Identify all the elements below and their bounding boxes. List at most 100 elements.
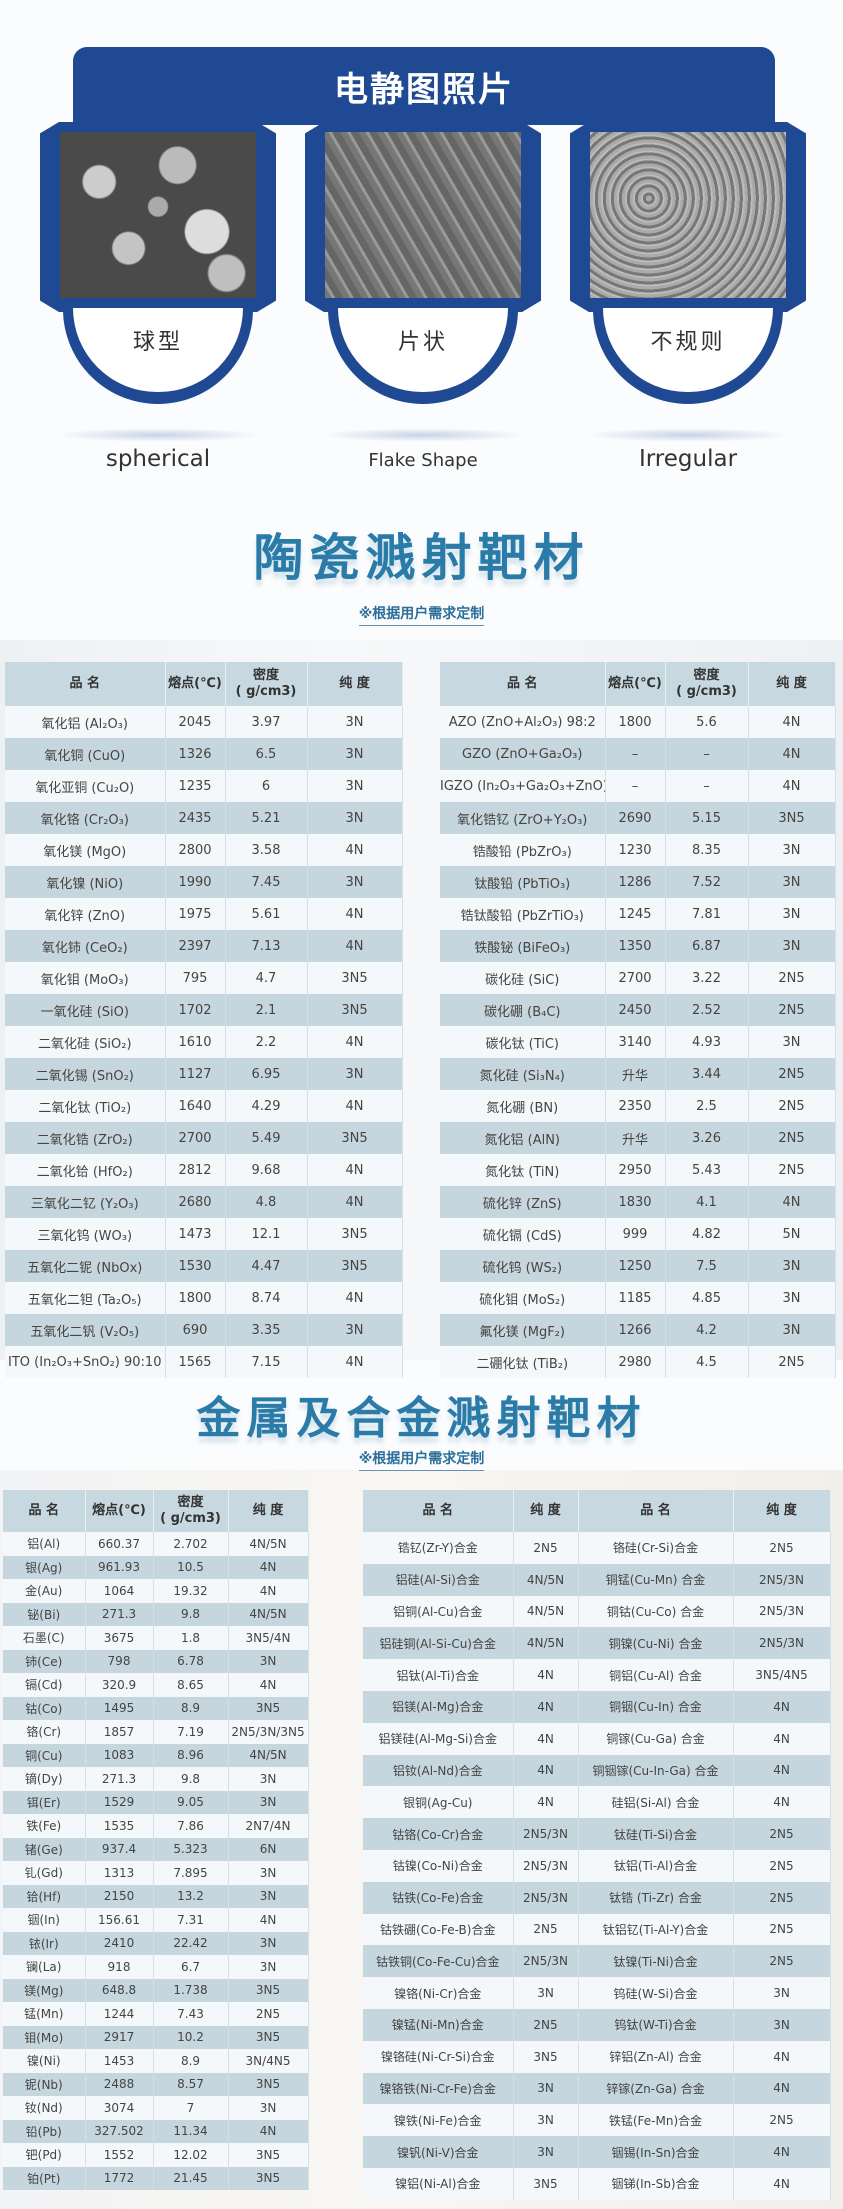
table-cell: 钴(Co) bbox=[3, 1696, 86, 1720]
table-cell: 3N5 bbox=[228, 2143, 309, 2167]
table-cell: 铟(In) bbox=[3, 1908, 86, 1932]
table-cell: 4N/5N bbox=[228, 1602, 309, 1626]
table-cell: 1640 bbox=[165, 1090, 226, 1122]
table-row: 二氧化铪 (HfO₂) 2812 9.68 4N bbox=[5, 1154, 403, 1186]
table-cell: 五氧化二铌 (NbOx) bbox=[5, 1250, 166, 1282]
table-row: 铱(Ir) 2410 22.42 3N bbox=[3, 1931, 309, 1955]
table-row: 氮化铝 (AlN) 升华 3.26 2N5 bbox=[440, 1122, 836, 1154]
table-cell: 5.43 bbox=[665, 1154, 749, 1186]
table-cell: 5.15 bbox=[665, 802, 749, 834]
table-cell: 2.702 bbox=[153, 1532, 229, 1556]
table-cell: 1702 bbox=[165, 994, 226, 1026]
table-cell: 4N bbox=[307, 1186, 403, 1218]
table-row: 镉(Cd) 320.9 8.65 4N bbox=[3, 1673, 309, 1697]
table-row: 镍铬(Ni-Cr)合金 3N 钨硅(W-Si)合金 3N bbox=[363, 1977, 831, 2009]
table-cell: 2.52 bbox=[665, 994, 749, 1026]
column-header: 纯 度 bbox=[307, 662, 403, 706]
table-cell: 二氧化硅 (SiO₂) bbox=[5, 1026, 166, 1058]
table-row: 五氧化二钒 (V₂O₅) 690 3.35 3N bbox=[5, 1314, 403, 1346]
table-cell: 4N/5N bbox=[513, 1627, 579, 1660]
table-row: 氮化硼 (BN) 2350 2.5 2N5 bbox=[440, 1090, 836, 1122]
table-cell: 3140 bbox=[605, 1026, 666, 1058]
table-cell: 4.7 bbox=[225, 962, 308, 994]
table-row: 铝铜(Al-Cu)合金 4N/5N 铜钴(Cu-Co) 合金 2N5/3N bbox=[363, 1595, 831, 1628]
table-cell: 氮化钛 (TiN) bbox=[440, 1154, 606, 1186]
table-cell: 2N5 bbox=[748, 1122, 836, 1154]
table-row: 铅(Pb) 327.502 11.34 4N bbox=[3, 2119, 309, 2143]
table-row: 镝(Dy) 271.3 9.8 3N bbox=[3, 1767, 309, 1791]
table-cell: 3N bbox=[228, 1955, 309, 1979]
table-cell: 11.34 bbox=[153, 2119, 229, 2143]
table-cell: 9.8 bbox=[153, 1767, 229, 1791]
table-cell: 2N5 bbox=[733, 1945, 831, 1978]
table-cell: 3N5 bbox=[307, 1250, 403, 1282]
table-row: 铝硅铜(Al-Si-Cu)合金 4N/5N 铜镍(Cu-Ni) 合金 2N5/3N bbox=[363, 1627, 831, 1660]
table-cell: GZO (ZnO+Ga₂O₃) bbox=[440, 738, 606, 770]
table-cell: 五氧化二钒 (V₂O₅) bbox=[5, 1314, 166, 1346]
table-row: 钆(Gd) 1313 7.895 3N bbox=[3, 1861, 309, 1885]
table-cell: 锌铝(Zn-Al) 合金 bbox=[578, 2040, 734, 2073]
table-row: 银(Ag) 961.93 10.5 4N bbox=[3, 1555, 309, 1579]
table-cell: 2.1 bbox=[225, 994, 308, 1026]
table-cell: 3.58 bbox=[225, 834, 308, 866]
table-cell: 21.45 bbox=[153, 2166, 229, 2190]
table-row: 氟化镁 (MgF₂) 1266 4.2 3N bbox=[440, 1314, 836, 1346]
table-cell: 7.81 bbox=[665, 898, 749, 930]
table-cell: 镝(Dy) bbox=[3, 1767, 86, 1791]
table-cell: 铋(Bi) bbox=[3, 1602, 86, 1626]
table-cell: 2800 bbox=[165, 834, 226, 866]
table-cell: 4N bbox=[733, 1786, 831, 1819]
table-cell: 2N5/3N bbox=[513, 1881, 579, 1914]
table-cell: 7.52 bbox=[665, 866, 749, 898]
table-cell: 铬(Cr) bbox=[3, 1720, 86, 1744]
table-cell: 铜镍(Cu-Ni) 合金 bbox=[578, 1627, 734, 1660]
table-row: 钴镍(Co-Ni)合金 2N5/3N 钛铝(Ti-Al)合金 2N5 bbox=[363, 1849, 831, 1882]
column-header: 品 名 bbox=[5, 662, 166, 706]
table-row: 镍铬铁(Ni-Cr-Fe)合金 3N 锌镓(Zn-Ga) 合金 4N bbox=[363, 2072, 831, 2105]
card-label-cn: 球型 bbox=[132, 330, 183, 355]
table-cell: 铁锰(Fe-Mn)合金 bbox=[578, 2104, 734, 2137]
table-cell: 硫化镉 (CdS) bbox=[440, 1218, 606, 1250]
table-cell: 918 bbox=[85, 1955, 154, 1979]
ceramic-subtitle: ※根据用户需求定制 bbox=[0, 603, 843, 626]
table-cell: 钴镍(Co-Ni)合金 bbox=[363, 1849, 514, 1882]
table-cell: 2N5 bbox=[748, 994, 836, 1026]
table-cell: 2N5 bbox=[748, 1090, 836, 1122]
column-header: 密度 ( g/cm3) bbox=[225, 662, 308, 706]
table-cell: 1064 bbox=[85, 1579, 154, 1603]
table-cell: 铁酸铋 (BiFeO₃) bbox=[440, 930, 606, 962]
table-cell: 1772 bbox=[85, 2166, 154, 2190]
shadow bbox=[318, 428, 528, 442]
table-row: 一氧化硅 (SiO) 1702 2.1 3N5 bbox=[5, 994, 403, 1026]
table-cell: 2N5 bbox=[228, 2002, 309, 2026]
table-cell: 氧化铈 (CeO₂) bbox=[5, 930, 166, 962]
card-label-en: spherical bbox=[105, 446, 211, 472]
table-cell: 4N bbox=[513, 1659, 579, 1691]
sem-photo-flake bbox=[325, 132, 521, 298]
table-cell: 1230 bbox=[605, 834, 666, 866]
table-row: 氧化铈 (CeO₂) 2397 7.13 4N bbox=[5, 930, 403, 962]
table-cell: 2812 bbox=[165, 1154, 226, 1186]
table-cell: 3N bbox=[228, 1767, 309, 1791]
table-row: 硫化钨 (WS₂) 1250 7.5 3N bbox=[440, 1250, 836, 1282]
table-cell: 8.57 bbox=[153, 2072, 229, 2096]
table-cell: 2700 bbox=[165, 1122, 226, 1154]
table-cell: 8.65 bbox=[153, 1673, 229, 1697]
table-cell: 8.96 bbox=[153, 1743, 229, 1767]
table-cell: 碳化硼 (B₄C) bbox=[440, 994, 606, 1026]
table-cell: 氧化铬 (Cr₂O₃) bbox=[5, 802, 166, 834]
table-cell: 3N5 bbox=[307, 1122, 403, 1154]
table-cell: 3N bbox=[307, 738, 403, 770]
table-row: 钯(Pd) 1552 12.02 3N5 bbox=[3, 2143, 309, 2167]
table-cell: 4N/5N bbox=[228, 1743, 309, 1767]
table-cell: 钯(Pd) bbox=[3, 2143, 86, 2167]
table-row: 二硼化钛 (TiB₂) 2980 4.5 2N5 bbox=[440, 1346, 836, 1378]
table-cell: 镍铬硅(Ni-Cr-Si)合金 bbox=[363, 2040, 514, 2073]
table-cell: 2N5/3N bbox=[513, 1818, 579, 1850]
table-cell: 2N5/3N bbox=[513, 1945, 579, 1978]
table-cell: 5.21 bbox=[225, 802, 308, 834]
table-cell: 3N/4N5 bbox=[228, 2049, 309, 2073]
table-row: IGZO (In₂O₃+Ga₂O₃+ZnO) – –4N bbox=[440, 770, 836, 802]
table-row: 镍铝(Ni-Al)合金 3N5 铟锑(In-Sb)合金 4N bbox=[363, 2167, 831, 2200]
table-cell: 钛硅(Ti-Si)合金 bbox=[578, 1818, 734, 1850]
